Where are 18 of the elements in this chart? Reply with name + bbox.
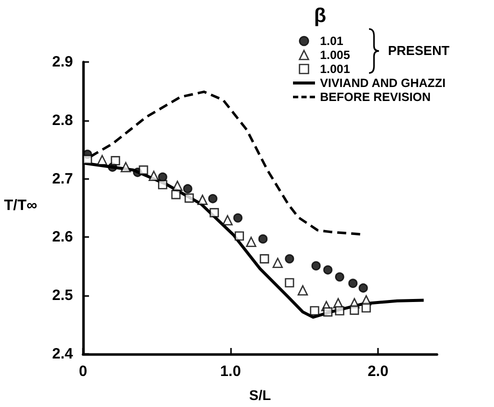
y-tick-label: 2.9 xyxy=(52,54,73,70)
legend-label: 1.01 xyxy=(320,34,344,48)
y-tick-label: 2.4 xyxy=(52,346,74,362)
y-tick-label: 2.8 xyxy=(52,112,73,129)
x-tick-label: 0 xyxy=(78,363,88,380)
text: PRESENT xyxy=(388,43,450,58)
legend-label: 1.001 xyxy=(320,62,350,76)
y-tick-label: 2.5 xyxy=(52,287,73,304)
legend-label: BEFORE REVISION xyxy=(320,90,431,104)
x-tick-label: 1.0 xyxy=(220,363,241,380)
x-tick-label: 2.0 xyxy=(368,363,388,380)
y-tick-label: 2.7 xyxy=(52,170,73,188)
legend-label: VIVIAND AND GHAZZI xyxy=(320,76,446,90)
x-axis-title: S/L xyxy=(249,387,272,403)
y-tick-label: 2.6 xyxy=(52,228,73,246)
legend-title: β xyxy=(314,5,326,27)
legend-label: 1.005 xyxy=(320,48,350,62)
y-axis-title: T/T∞ xyxy=(4,197,38,214)
